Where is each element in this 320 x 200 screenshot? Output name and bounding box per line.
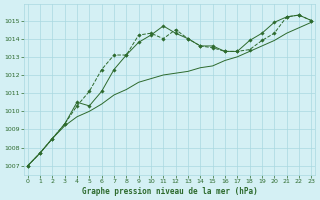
- X-axis label: Graphe pression niveau de la mer (hPa): Graphe pression niveau de la mer (hPa): [82, 187, 257, 196]
